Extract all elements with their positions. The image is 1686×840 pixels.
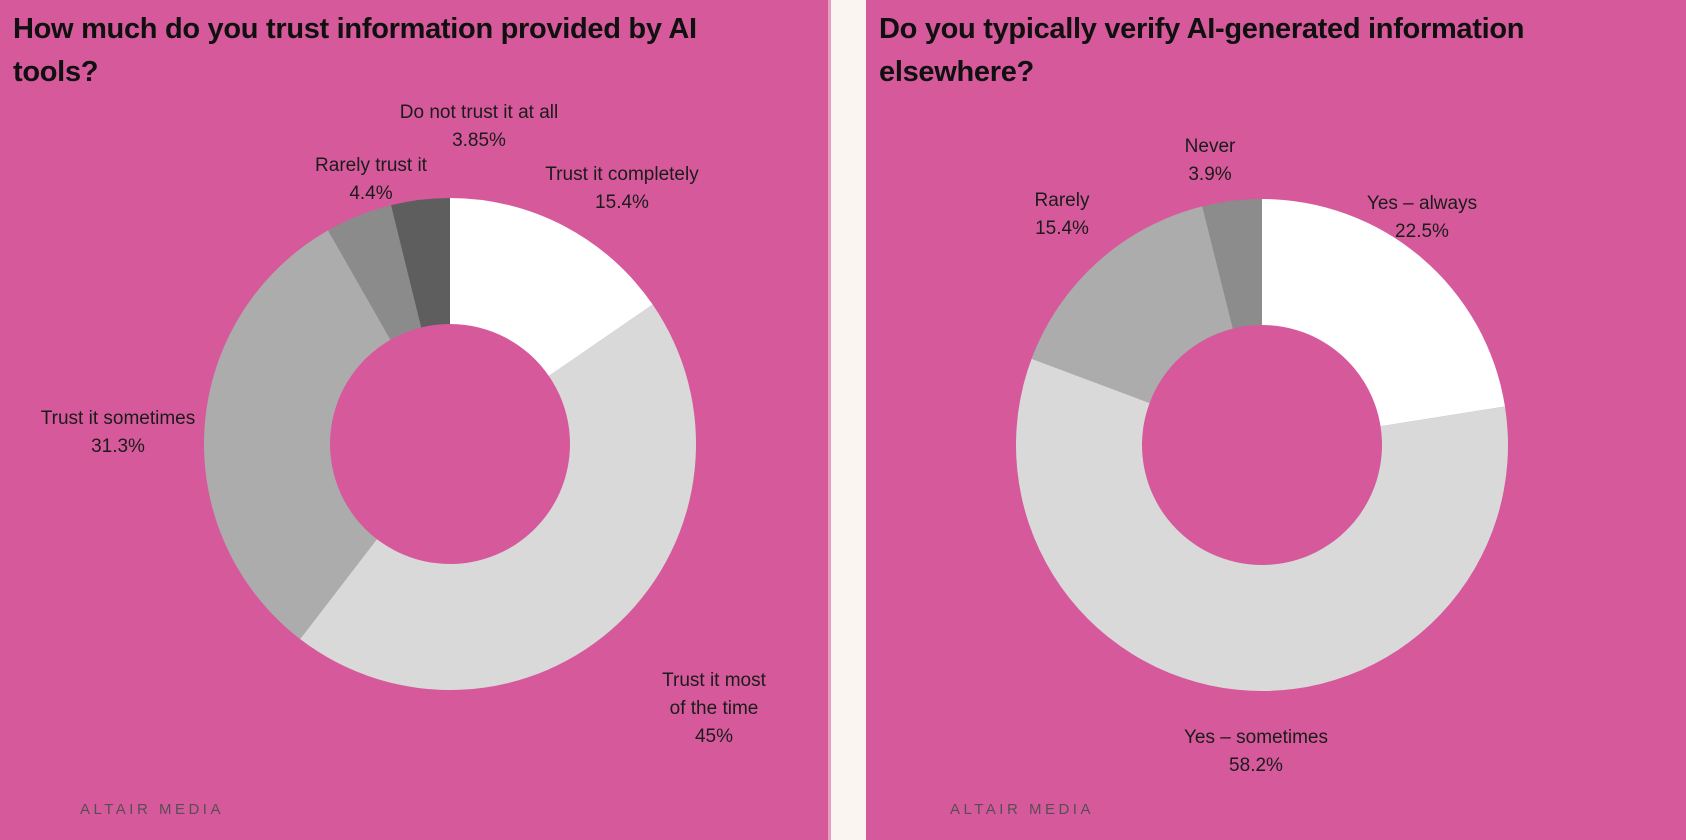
trust-chart-title: How much do you trust information provid… <box>13 8 697 94</box>
slice-label: Yes – always 22.5% <box>1366 193 1478 242</box>
slice-label: Do not trust it at all 3.85% <box>399 102 559 151</box>
slice-label: Trust it most of the time 45% <box>662 670 766 747</box>
donut-slice-never <box>1202 199 1262 329</box>
title-line-1: How much do you trust information provid… <box>13 13 697 45</box>
slice-label: Trust it sometimes 31.3% <box>40 408 196 457</box>
slice-label: Trust it completely 15.4% <box>545 164 699 213</box>
verify-chart-title: Do you typically verify AI-generated inf… <box>879 8 1525 94</box>
donut-slice-rarely <box>1031 206 1233 403</box>
donut-slice-trust-it-most-of-the-time <box>300 304 697 691</box>
donut-slice-yes-always <box>1262 199 1505 427</box>
trust-donut-plot: Trust it completely 15.4% Trust it most of … <box>0 0 831 840</box>
slice-label: Never 3.9% <box>1184 136 1236 185</box>
donut-chart <box>203 198 697 691</box>
brand-watermark: ALTAIR MEDIA <box>950 801 1094 818</box>
donut-chart <box>1015 199 1508 692</box>
title-line-2: elsewhere? <box>879 56 1034 88</box>
donut-slice-yes-sometimes <box>1015 358 1508 692</box>
donut-slice-rarely-trust-it <box>328 205 422 340</box>
trust-chart-panel: How much do you trust information provid… <box>0 0 831 840</box>
verify-chart-panel: Do you typically verify AI-generated inf… <box>866 0 1686 840</box>
brand-watermark: ALTAIR MEDIA <box>80 801 224 818</box>
slice-label: Rarely trust it 4.4% <box>315 155 427 204</box>
panel-divider <box>831 0 866 840</box>
donut-slice-trust-it-completely <box>450 198 653 376</box>
donut-slice-do-not-trust-it-at-all <box>391 198 450 328</box>
title-line-2: tools? <box>13 56 99 88</box>
slice-label: Rarely 15.4% <box>1034 190 1090 239</box>
slice-label: Yes – sometimes 58.2% <box>1184 727 1328 776</box>
title-line-1: Do you typically verify AI-generated inf… <box>879 13 1525 45</box>
donut-slice-trust-it-sometimes <box>203 230 391 640</box>
verify-donut-plot: Yes – always 22.5% Yes – sometimes 58.2% Rar… <box>866 0 1686 840</box>
